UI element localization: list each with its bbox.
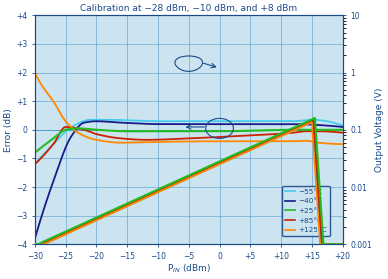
Title: Calibration at −28 dBm, −10 dBm, and +8 dBm: Calibration at −28 dBm, −10 dBm, and +8 … <box>80 4 297 13</box>
Legend: −55°C, −40°C, +25°C, +85°C, +125°C: −55°C, −40°C, +25°C, +85°C, +125°C <box>282 186 330 236</box>
Y-axis label: Error (dB): Error (dB) <box>4 108 13 152</box>
X-axis label: P$_{IN}$ (dBm): P$_{IN}$ (dBm) <box>167 262 211 275</box>
Y-axis label: Output Voltage (V): Output Voltage (V) <box>375 88 384 172</box>
